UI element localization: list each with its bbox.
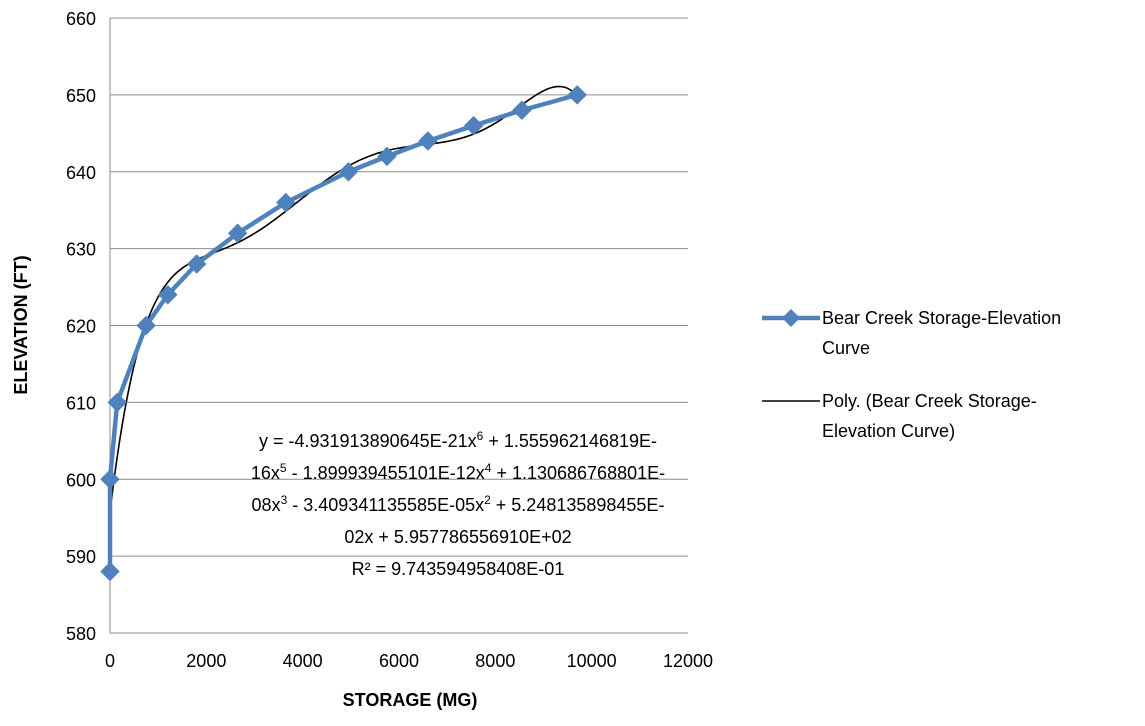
series-layer (100, 85, 587, 582)
equation-line: 02x + 5.957786556910E+02 (344, 527, 571, 547)
legend-label-series: Curve (822, 338, 870, 358)
equation-line: y = -4.931913890645E-21x6 + 1.5559621468… (259, 429, 657, 451)
equation-exponent: 6 (477, 429, 484, 443)
equation-annotation: y = -4.931913890645E-21x6 + 1.5559621468… (251, 429, 665, 579)
legend-diamond-icon (782, 309, 800, 327)
y-tick-label: 650 (66, 86, 96, 106)
legend-label-trendline: Elevation Curve) (822, 421, 955, 441)
x-tick-label: 8000 (475, 651, 515, 671)
equation-text: - 1.899939455101E-12x (287, 463, 485, 483)
x-tick-label: 0 (105, 651, 115, 671)
equation-exponent: 2 (484, 493, 491, 507)
equation-text: + 1.555962146819E- (483, 431, 657, 451)
data-point-marker (463, 115, 484, 136)
x-tick-label: 6000 (379, 651, 419, 671)
equation-text: + 5.248135898455E- (491, 495, 665, 515)
equation-text: y = -4.931913890645E-21x (259, 431, 477, 451)
y-tick-label: 640 (66, 163, 96, 183)
data-point-marker (276, 192, 296, 213)
x-tick-label: 2000 (186, 651, 226, 671)
x-tick-label: 10000 (567, 651, 617, 671)
equation-exponent: 5 (280, 461, 287, 475)
equation-text: + 1.130686768801E- (491, 463, 665, 483)
y-tick-label: 580 (66, 624, 96, 644)
equation-text: 08x (252, 495, 281, 515)
y-tick-label: 600 (66, 470, 96, 490)
equation-exponent: 4 (485, 461, 492, 475)
data-point-marker (338, 162, 359, 182)
data-point-marker (418, 131, 438, 151)
equation-exponent: 3 (281, 493, 288, 507)
y-tick-label: 620 (66, 317, 96, 337)
y-tick-label: 610 (66, 393, 96, 413)
axis-title-layer: STORAGE (MG) ELEVATION (FT) (11, 255, 477, 710)
legend: Bear Creek Storage-Elevation Curve Poly. (… (762, 308, 1061, 441)
data-point-marker (158, 285, 178, 305)
series-line (107, 92, 578, 572)
y-tick-label: 630 (66, 240, 96, 260)
equation-text: 02x + 5.957786556910E+02 (344, 527, 571, 547)
x-axis-title: STORAGE (MG) (343, 690, 478, 710)
data-point-marker (100, 469, 120, 489)
equation-line: R² = 9.743594958408E-01 (352, 559, 565, 579)
data-point-marker (107, 392, 127, 413)
equation-line: 16x5 - 1.899939455101E-12x4 + 1.13068676… (251, 461, 665, 483)
x-tick-label: 12000 (663, 651, 713, 671)
data-point-marker (567, 85, 587, 105)
data-point-marker (377, 146, 397, 167)
data-point-marker (227, 223, 248, 243)
grid-layer (110, 17, 688, 634)
x-tick-label: 4000 (283, 651, 323, 671)
equation-text: - 3.409341135585E-05x (287, 495, 484, 515)
legend-label-series: Bear Creek Storage-Elevation (822, 308, 1061, 328)
equation-text: R² = 9.743594958408E-01 (352, 559, 565, 579)
data-point-marker (136, 315, 156, 336)
data-point-marker (512, 100, 532, 120)
equation-text: 16x (251, 463, 280, 483)
equation-line: 08x3 - 3.409341135585E-05x2 + 5.24813589… (252, 493, 665, 515)
data-point-marker (100, 561, 120, 582)
y-axis-title: ELEVATION (FT) (11, 255, 31, 394)
legend-label-trendline: Poly. (Bear Creek Storage- (822, 391, 1037, 411)
axis-layer: 580 590 600 610 620 630 640 650 660 0 2000 4000 6000… (66, 9, 713, 671)
y-tick-label: 660 (66, 9, 96, 29)
data-point-marker (186, 254, 207, 274)
y-tick-label: 590 (66, 547, 96, 567)
